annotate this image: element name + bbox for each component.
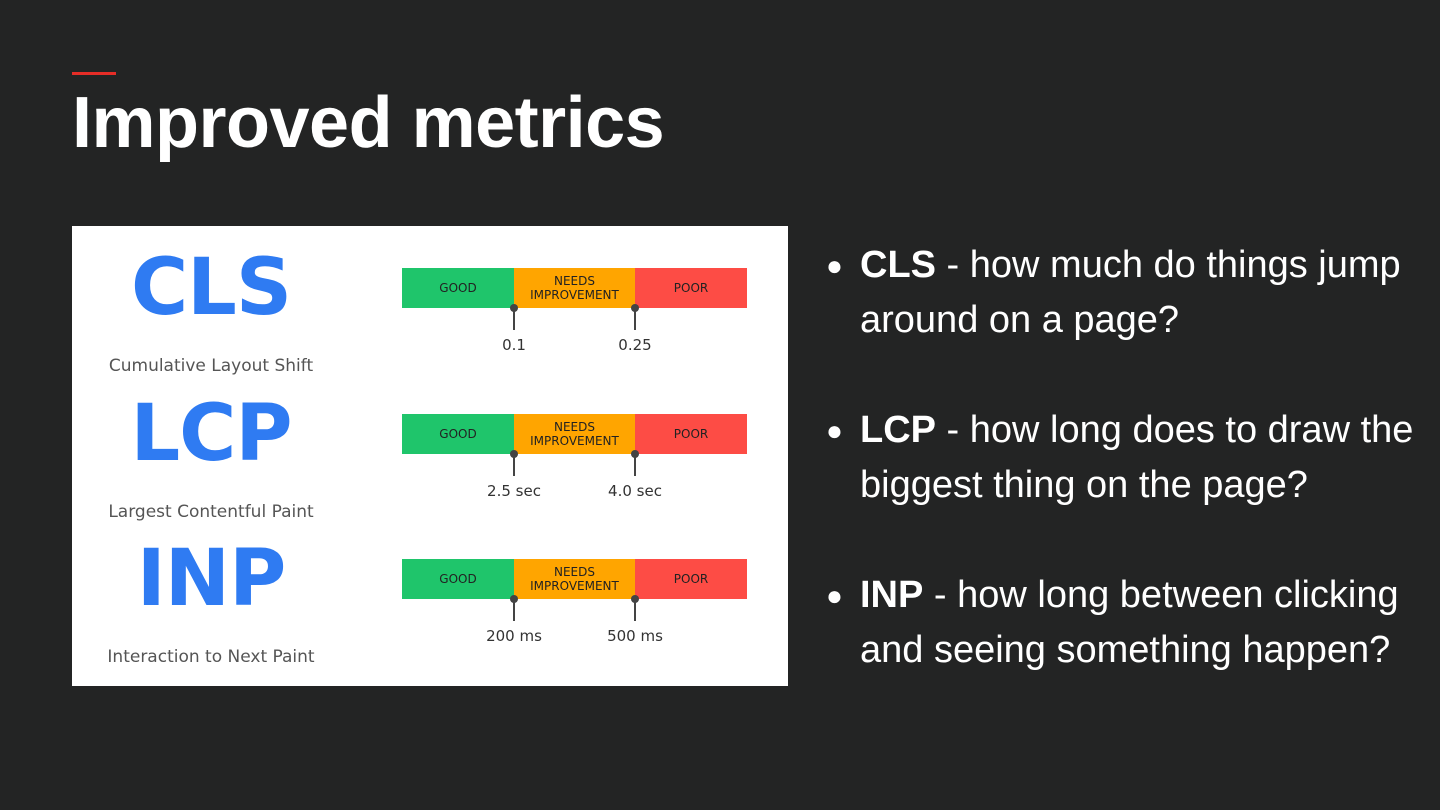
threshold-label: 0.1 [502,336,526,354]
bullet-term: INP [860,574,924,616]
threshold-marker [510,450,518,476]
threshold-label: 200 ms [486,627,542,645]
title-accent-line [72,72,116,75]
bullet-term: CLS [860,244,936,286]
threshold-marker [631,304,639,330]
bullet-dot-icon: ● [826,415,843,446]
threshold-label: 4.0 sec [608,482,662,500]
metric-row-lcp: LCP Largest Contentful Paint GOOD NEEDS … [72,386,788,526]
bullet-text: - how long does to draw the biggest thin… [860,409,1414,506]
metric-full-name: Interaction to Next Paint [107,647,315,667]
bullet-dot-icon: ● [826,580,843,611]
threshold-scale: GOOD NEEDS IMPROVEMENT POOR 200 ms 500 m… [402,559,747,645]
poor-segment: POOR [635,414,747,454]
metric-full-name: Cumulative Layout Shift [108,356,314,376]
threshold-marker [510,595,518,621]
good-segment: GOOD [402,268,514,308]
needs-improvement-segment: NEEDS IMPROVEMENT [514,268,635,308]
bullet-text: - how long between clicking and seeing s… [860,574,1399,671]
needs-improvement-segment: NEEDS IMPROVEMENT [514,414,635,454]
metrics-thresholds-image: CLS Cumulative Layout Shift GOOD NEEDS I… [72,226,788,686]
bullet-term: LCP [860,409,936,451]
metric-row-cls: CLS Cumulative Layout Shift GOOD NEEDS I… [72,240,788,380]
metric-abbr: CLS [130,243,292,333]
threshold-marker [631,450,639,476]
slide-title: Improved metrics [72,83,665,163]
metric-abbr: LCP [130,389,292,479]
bullet-text: - how much do things jump around on a pa… [860,244,1401,341]
threshold-scale: GOOD NEEDS IMPROVEMENT POOR 0.1 0.25 [402,268,747,354]
threshold-label: 2.5 sec [487,482,541,500]
metric-row-inp: INP Interaction to Next Paint GOOD NEEDS… [72,531,788,671]
threshold-marker [631,595,639,621]
needs-improvement-segment: NEEDS IMPROVEMENT [514,559,635,599]
bullet-lcp: ● LCP - how long does to draw the biggest… [826,403,1426,513]
threshold-marker [510,304,518,330]
metric-full-name: Largest Contentful Paint [108,502,314,522]
poor-segment: POOR [635,559,747,599]
threshold-label: 0.25 [618,336,652,354]
metric-abbr: INP [136,534,286,624]
bullet-cls: ● CLS - how much do things jump around on… [826,238,1426,348]
good-segment: GOOD [402,559,514,599]
poor-segment: POOR [635,268,747,308]
threshold-label: 500 ms [607,627,663,645]
bullet-inp: ● INP - how long between clicking and see… [826,568,1426,678]
metric-bullet-list: ● CLS - how much do things jump around on… [826,238,1426,733]
bullet-dot-icon: ● [826,250,843,281]
good-segment: GOOD [402,414,514,454]
threshold-scale: GOOD NEEDS IMPROVEMENT POOR 2.5 sec 4.0 … [402,414,747,500]
